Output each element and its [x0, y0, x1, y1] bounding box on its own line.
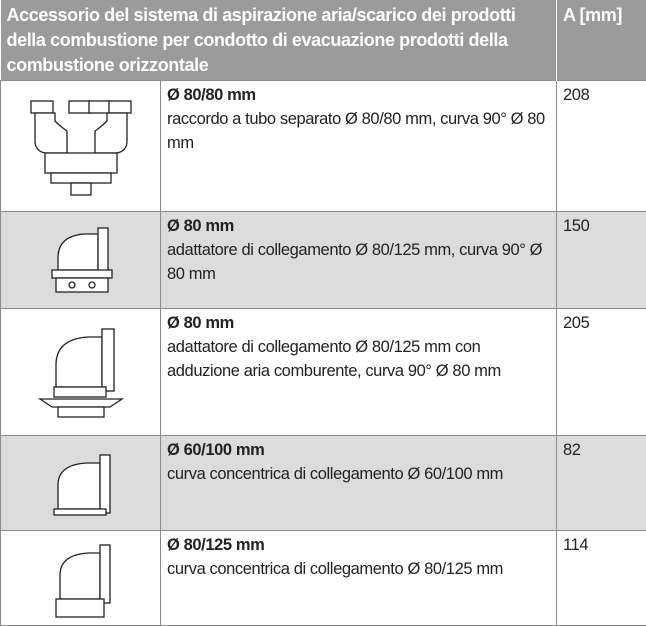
- icon-cell: [1, 531, 161, 626]
- icon-cell: [1, 309, 161, 436]
- row-description: adattatore di collegamento Ø 80/125 mm c…: [167, 338, 501, 380]
- row-description: adattatore di collegamento Ø 80/125 mm, …: [167, 241, 542, 283]
- header-title: Accessorio del sistema di aspirazione ar…: [1, 0, 557, 81]
- value-cell: 208: [557, 81, 646, 212]
- value-cell: 82: [557, 436, 646, 531]
- table-row: Ø 80/80 mm raccordo a tubo separato Ø 80/…: [1, 81, 646, 212]
- value-cell: 150: [557, 212, 646, 309]
- icon: [21, 91, 141, 201]
- table-row: Ø 60/100 mm curva concentrica di collegam…: [1, 436, 646, 531]
- row-heading: Ø 80 mm: [167, 311, 550, 335]
- row-heading: Ø 60/100 mm: [167, 438, 550, 462]
- icon-cell: [1, 436, 161, 531]
- icon: [36, 220, 126, 300]
- value-cell: 114: [557, 531, 646, 626]
- header-row: Accessorio del sistema di aspirazione ar…: [1, 0, 646, 81]
- row-description: raccordo a tubo separato Ø 80/80 mm, cur…: [167, 110, 545, 152]
- row-description: curva concentrica di collegamento Ø 80/1…: [167, 560, 503, 578]
- description-cell: Ø 60/100 mm curva concentrica di collegam…: [161, 436, 557, 531]
- row-heading: Ø 80/80 mm: [167, 83, 550, 107]
- table-row: Ø 80 mm adattatore di collegamento Ø 80/1…: [1, 212, 646, 309]
- icon: [36, 535, 126, 621]
- description-cell: Ø 80/80 mm raccordo a tubo separato Ø 80/…: [161, 81, 557, 212]
- icon: [26, 317, 136, 427]
- description-cell: Ø 80/125 mm curva concentrica di collegam…: [161, 531, 557, 626]
- icon-cell: [1, 212, 161, 309]
- table-row: Ø 80/125 mm curva concentrica di collegam…: [1, 531, 646, 626]
- value-cell: 205: [557, 309, 646, 436]
- row-heading: Ø 80/125 mm: [167, 533, 550, 557]
- row-description: curva concentrica di collegamento Ø 60/1…: [167, 465, 503, 483]
- table-row: Ø 80 mm adattatore di collegamento Ø 80/1…: [1, 309, 646, 436]
- icon-cell: [1, 81, 161, 212]
- header-value: A [mm]: [557, 0, 646, 81]
- row-heading: Ø 80 mm: [167, 214, 550, 238]
- description-cell: Ø 80 mm adattatore di collegamento Ø 80/1…: [161, 309, 557, 436]
- description-cell: Ø 80 mm adattatore di collegamento Ø 80/1…: [161, 212, 557, 309]
- icon: [36, 443, 126, 523]
